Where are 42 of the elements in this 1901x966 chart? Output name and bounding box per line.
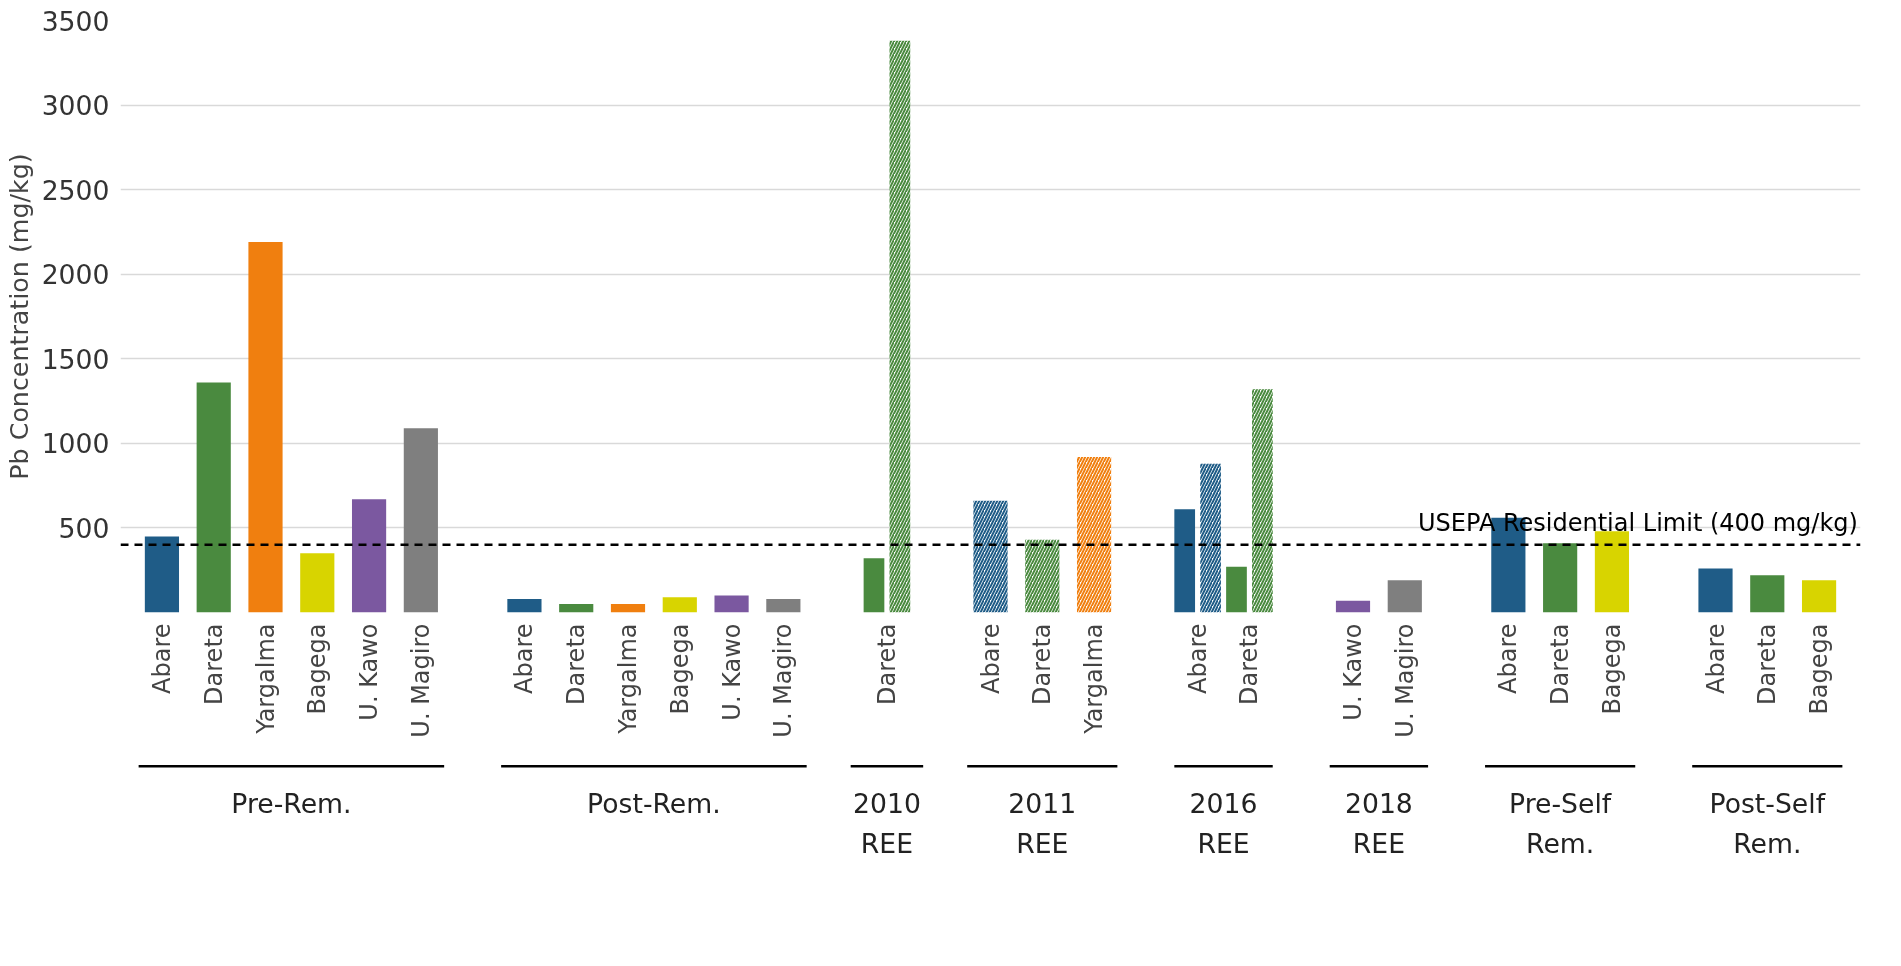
- x-tick-label: Dareta: [1235, 623, 1264, 705]
- y-tick-label: 1500: [41, 343, 110, 375]
- x-tick-label: Dareta: [1753, 623, 1782, 705]
- x-tick-label: Yargalma: [614, 623, 642, 735]
- y-axis-title: Pb Concentration (mg/kg): [3, 153, 34, 480]
- x-tick-label: U. Magiro: [1390, 623, 1419, 738]
- text: Post-Self Rem.: [1709, 787, 1826, 860]
- x-tick-label: U. Magiro: [406, 623, 435, 738]
- y-tick-label: 3000: [41, 90, 110, 122]
- text: 2010 REE: [853, 787, 921, 860]
- x-tick-label: Dareta: [562, 623, 591, 705]
- x-tick-label: Dareta: [872, 623, 901, 705]
- x-tick-label: Abare: [1183, 623, 1212, 694]
- x-tick-label: Dareta: [199, 623, 228, 705]
- x-tick-label: Bagega: [1597, 623, 1626, 715]
- y-tick-label: 2000: [41, 259, 110, 291]
- x-tick-label: Bagega: [665, 623, 694, 715]
- x-tick-label: U. Kawo: [717, 623, 746, 721]
- x-tick-label: Dareta: [1028, 623, 1057, 705]
- text: 2011 REE: [1008, 787, 1077, 860]
- x-tick-label: Abare: [976, 623, 1005, 694]
- x-tick-label: Bagega: [303, 623, 332, 715]
- x-tick-label: Bagega: [1805, 623, 1834, 715]
- y-tick-label: 2500: [41, 174, 110, 206]
- text: Pre-Rem.: [231, 787, 352, 819]
- text: Post-Rem.: [587, 787, 721, 819]
- text: 2018 REE: [1344, 787, 1413, 860]
- x-tick-label: Abare: [147, 623, 176, 694]
- x-tick-label: U. Kawo: [1339, 623, 1367, 721]
- text: Pre-Self Rem.: [1509, 787, 1612, 860]
- x-tick-label: Dareta: [1546, 623, 1575, 705]
- x-tick-label: U. Kawo: [355, 623, 384, 721]
- y-tick-label: 500: [58, 512, 110, 544]
- x-tick-label: Abare: [510, 623, 539, 694]
- y-tick-label: 3500: [41, 5, 110, 37]
- x-tick-label: Abare: [1494, 623, 1523, 694]
- text: 2016 REE: [1189, 787, 1258, 860]
- x-tick-label: Yargalma: [1080, 623, 1109, 735]
- x-tick-label: U. Magiro: [769, 623, 798, 738]
- y-tick-label: 1000: [41, 428, 110, 460]
- x-tick-label: Yargalma: [251, 623, 280, 735]
- x-tick-label: Abare: [1701, 623, 1730, 694]
